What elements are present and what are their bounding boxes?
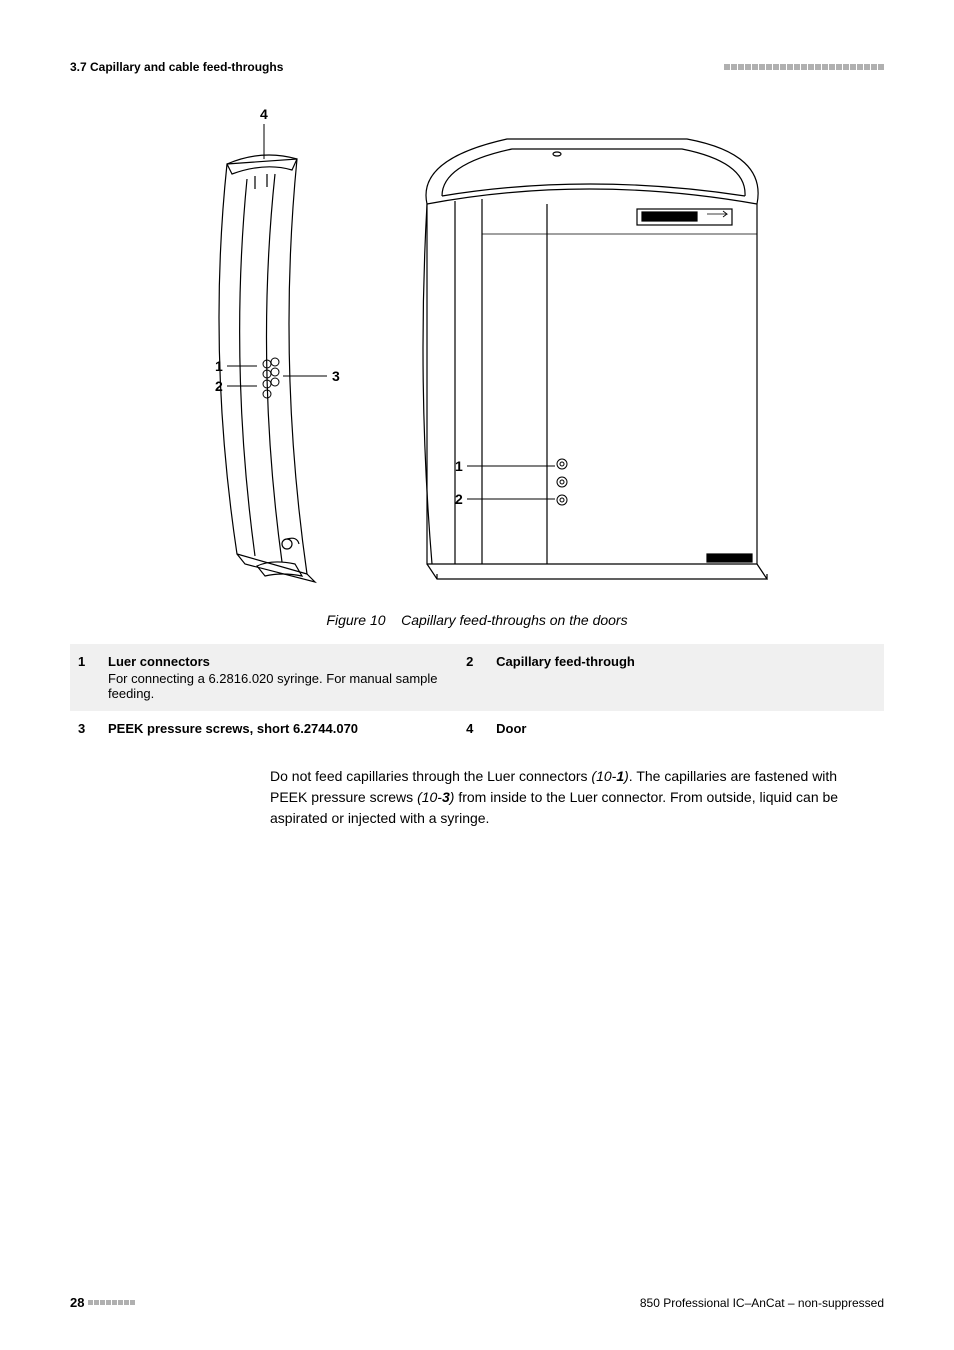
legend-table: 1 Luer connectors For connecting a 6.281… [70, 644, 884, 748]
header-squares [724, 64, 884, 70]
body-text: Do not feed capillaries through the Luer… [270, 768, 591, 784]
legend-cell: Capillary feed-through [488, 644, 884, 711]
figure-ref: (10- [417, 789, 442, 805]
figure-label-4: 4 [260, 106, 268, 122]
figure-diagram: 4 1 2 3 [157, 104, 797, 604]
figure-ref-num: 1 [616, 768, 624, 784]
body-paragraph: Do not feed capillaries through the Luer… [270, 766, 864, 829]
legend-cell: PEEK pressure screws, short 6.2744.070 [100, 711, 458, 748]
page-number: 28 [70, 1295, 84, 1310]
instrument-label: 850 Professional IC [644, 215, 688, 221]
figure-ref: (10- [591, 768, 616, 784]
legend-num: 1 [70, 644, 100, 711]
legend-cell: Door [488, 711, 884, 748]
figure-label-3: 3 [332, 368, 340, 384]
legend-title: Capillary feed-through [496, 654, 635, 669]
legend-cell: Luer connectors For connecting a 6.2816.… [100, 644, 458, 711]
figure-label-1-right: 1 [455, 458, 463, 474]
figure-ref-num: 3 [442, 789, 450, 805]
figure-label-1-left: 1 [215, 358, 223, 374]
figure-label-2-right: 2 [455, 491, 463, 507]
footer-doc-title: 850 Professional IC–AnCat – non-suppress… [640, 1296, 884, 1310]
legend-row: 1 Luer connectors For connecting a 6.281… [70, 644, 884, 711]
page-header: 3.7 Capillary and cable feed-throughs [70, 60, 884, 74]
figure-caption: Figure 10 Capillary feed-throughs on the… [70, 612, 884, 628]
legend-row: 3 PEEK pressure screws, short 6.2744.070… [70, 711, 884, 748]
section-heading: 3.7 Capillary and cable feed-throughs [70, 60, 283, 74]
legend-title: Luer connectors [108, 654, 210, 669]
figure-area: 4 1 2 3 [70, 104, 884, 604]
figure-caption-text: Capillary feed-throughs on the doors [401, 612, 627, 628]
legend-title: PEEK pressure screws, short 6.2744.070 [108, 721, 358, 736]
page: 3.7 Capillary and cable feed-throughs [0, 0, 954, 1350]
figure-label-2-left: 2 [215, 378, 223, 394]
legend-num: 3 [70, 711, 100, 748]
page-footer: 28 850 Professional IC–AnCat – non-suppr… [70, 1295, 884, 1310]
figure-caption-prefix: Figure 10 [326, 612, 385, 628]
legend-desc: For connecting a 6.2816.020 syringe. For… [108, 671, 450, 701]
legend-title: Door [496, 721, 526, 736]
legend-num: 2 [458, 644, 488, 711]
legend-num: 4 [458, 711, 488, 748]
footer-squares [88, 1300, 135, 1305]
footer-page: 28 [70, 1295, 135, 1310]
